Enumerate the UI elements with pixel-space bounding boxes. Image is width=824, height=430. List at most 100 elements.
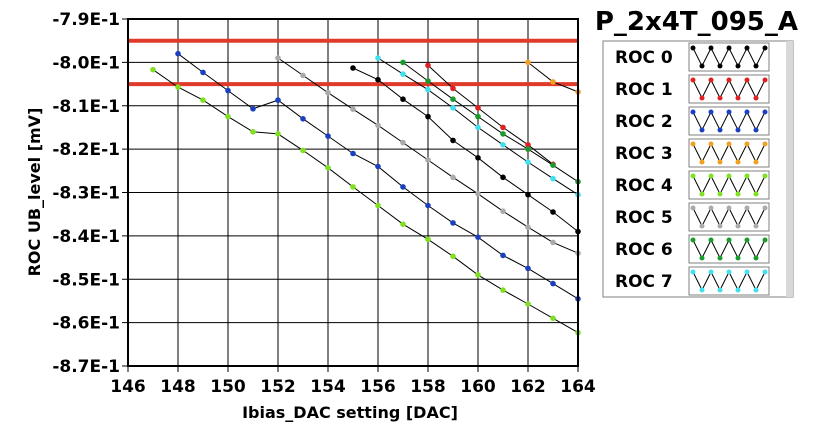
legend-swatch-marker bbox=[699, 191, 705, 197]
series-roc-7 bbox=[375, 55, 581, 198]
data-point bbox=[150, 66, 156, 73]
legend-swatch-marker bbox=[690, 109, 696, 115]
data-point bbox=[300, 116, 306, 122]
legend-item-roc-7: ROC 7 bbox=[615, 266, 770, 296]
legend-swatch-marker bbox=[717, 223, 723, 229]
legend-swatch-marker bbox=[726, 237, 732, 243]
legend-swatch-marker bbox=[699, 127, 705, 133]
data-point bbox=[550, 280, 556, 287]
y-tick-label: -8.2E-1 bbox=[52, 140, 120, 160]
x-tick-label: 150 bbox=[210, 377, 246, 397]
y-tick-label: -7.9E-1 bbox=[52, 10, 120, 30]
x-tick-label: 162 bbox=[510, 377, 546, 397]
y-tick-label: -8.7E-1 bbox=[52, 357, 120, 377]
data-point bbox=[400, 96, 406, 102]
legend-swatch-marker bbox=[699, 223, 705, 229]
data-point bbox=[500, 287, 506, 293]
legend-swatch-marker bbox=[690, 45, 696, 51]
data-point bbox=[400, 59, 406, 66]
data-point bbox=[525, 224, 531, 230]
data-point bbox=[425, 202, 431, 209]
data-point bbox=[550, 175, 556, 182]
data-point bbox=[375, 202, 381, 209]
legend-swatch-marker bbox=[726, 77, 732, 83]
data-point bbox=[400, 221, 406, 227]
series-roc-0 bbox=[350, 65, 581, 235]
legend-swatch-marker bbox=[762, 77, 768, 83]
data-point bbox=[400, 71, 406, 77]
legend-swatch-marker bbox=[699, 63, 705, 69]
data-point bbox=[450, 85, 456, 92]
legend-swatch-marker bbox=[717, 191, 723, 197]
legend-swatch-marker bbox=[717, 95, 723, 101]
legend-items: ROC 0 ROC 1 ROC 2 ROC 3 ROC 4 ROC 5 ROC 6 ROC 7 bbox=[615, 42, 770, 296]
data-point bbox=[475, 124, 481, 131]
legend-item-roc-5: ROC 5 bbox=[615, 202, 770, 232]
series-group bbox=[150, 50, 581, 336]
legend-label: ROC 2 bbox=[615, 112, 673, 132]
x-tick-label: 156 bbox=[360, 377, 396, 397]
data-point bbox=[450, 220, 456, 226]
legend-swatch-marker bbox=[717, 127, 723, 133]
data-point bbox=[375, 163, 381, 170]
data-point bbox=[525, 159, 531, 165]
legend-swatch-marker bbox=[717, 159, 723, 165]
series-roc-2 bbox=[175, 50, 581, 302]
data-point bbox=[350, 106, 356, 112]
legend-swatch-marker bbox=[699, 255, 705, 261]
legend-swatch-marker bbox=[690, 77, 696, 83]
legend-swatch-marker bbox=[735, 63, 741, 69]
data-point bbox=[425, 113, 431, 120]
legend-swatch-marker bbox=[690, 141, 696, 147]
series-line bbox=[152, 69, 579, 334]
data-point bbox=[375, 76, 381, 83]
data-point bbox=[275, 97, 281, 103]
data-point bbox=[550, 239, 556, 246]
data-point bbox=[500, 208, 506, 214]
data-point bbox=[175, 50, 181, 57]
data-point bbox=[450, 137, 456, 144]
data-point bbox=[550, 209, 556, 215]
data-point bbox=[475, 191, 481, 197]
x-tick-label: 152 bbox=[260, 377, 296, 397]
legend-swatch-marker bbox=[708, 109, 714, 115]
legend-swatch-marker bbox=[762, 141, 768, 147]
x-tick-label: 164 bbox=[560, 377, 596, 397]
data-point bbox=[400, 139, 406, 146]
series-line bbox=[352, 67, 579, 232]
legend-label: ROC 3 bbox=[615, 144, 673, 164]
legend-swatch-marker bbox=[726, 173, 732, 179]
x-tick-label: 158 bbox=[410, 377, 446, 397]
legend-label: ROC 7 bbox=[615, 272, 673, 292]
data-point bbox=[525, 59, 531, 66]
data-point bbox=[475, 105, 481, 111]
data-point bbox=[450, 96, 456, 102]
y-axis-ticks: -7.9E-1 -8.0E-1 -8.1E-1 -8.2E-1 -8.3E-1 -8.4E… bbox=[52, 10, 128, 377]
data-point bbox=[275, 55, 281, 61]
legend-swatch-marker bbox=[762, 269, 768, 275]
x-tick-label: 154 bbox=[310, 377, 346, 397]
y-tick-label: -8.4E-1 bbox=[52, 227, 120, 247]
data-point bbox=[525, 142, 531, 148]
data-point bbox=[325, 133, 331, 139]
y-tick-label: -8.0E-1 bbox=[52, 53, 120, 73]
legend-swatch-marker bbox=[762, 109, 768, 115]
data-point bbox=[525, 191, 531, 198]
legend-swatch-marker bbox=[744, 77, 750, 83]
legend-swatch-marker bbox=[708, 77, 714, 83]
data-point bbox=[450, 174, 456, 181]
data-point bbox=[350, 150, 356, 157]
legend-swatch-marker bbox=[762, 45, 768, 51]
data-point bbox=[425, 236, 431, 243]
data-point bbox=[400, 184, 406, 190]
legend-swatch-marker bbox=[717, 287, 723, 293]
data-point bbox=[525, 265, 531, 272]
data-point bbox=[325, 165, 331, 171]
x-axis-ticks: 146 148 150 152 154 156 158 160 162 164 bbox=[110, 366, 596, 397]
data-point bbox=[425, 78, 431, 84]
series-roc-5 bbox=[275, 55, 581, 256]
legend-swatch-marker bbox=[753, 63, 759, 69]
legend-swatch-marker bbox=[735, 255, 741, 261]
legend-swatch-marker bbox=[708, 269, 714, 275]
